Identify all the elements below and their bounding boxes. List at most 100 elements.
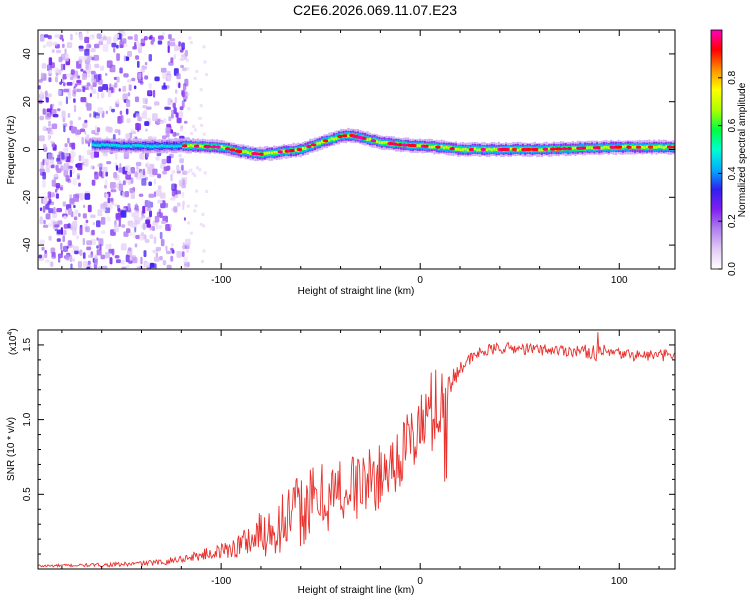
noise-cell <box>42 224 49 228</box>
noise-cell <box>138 72 142 80</box>
ridge-cell <box>115 144 118 147</box>
noise-cell <box>84 119 88 124</box>
noise-cell <box>99 170 103 177</box>
noise-cell <box>165 202 169 208</box>
noise-cell <box>142 205 146 214</box>
noise-cell <box>178 153 182 158</box>
y-tick-label: 0 <box>22 146 33 152</box>
ridge-cell <box>149 145 152 148</box>
noise-cell <box>114 129 119 134</box>
noise-cell <box>93 54 99 61</box>
noise-cell <box>196 166 199 170</box>
ridge-cell <box>607 146 610 150</box>
noise-cell <box>126 118 131 123</box>
noise-cell <box>115 259 121 264</box>
noise-cell <box>84 130 87 135</box>
noise-cell <box>181 251 185 257</box>
ridge-peak <box>595 146 602 150</box>
noise-cell <box>56 168 62 173</box>
ridge-cell <box>447 146 450 150</box>
colorbar: 0.0 0.2 0.4 0.6 0.8 <box>710 29 738 276</box>
noise-cell <box>59 34 64 40</box>
noise-cell <box>38 254 42 259</box>
ridge-peak <box>671 145 675 149</box>
noise-cell <box>50 261 53 267</box>
noise-cell <box>91 179 96 186</box>
noise-cell <box>63 63 66 71</box>
noise-cell <box>49 130 54 135</box>
noise-cell <box>66 73 72 78</box>
ridge-cell <box>347 134 350 138</box>
noise-cell <box>39 216 43 225</box>
ridge-cell <box>311 145 314 148</box>
noise-cell <box>96 127 101 133</box>
colorbar-tick-label: 0.0 <box>727 262 738 276</box>
noise-cell <box>52 114 59 118</box>
noise-cell <box>89 93 92 98</box>
noise-cell <box>67 223 71 229</box>
y-tick-label: 1.0 <box>22 412 33 426</box>
noise-cell <box>82 213 87 219</box>
ridge-cell <box>192 144 195 148</box>
ridge-cell <box>161 144 164 147</box>
noise-cell <box>125 108 129 115</box>
ridge-cell <box>173 145 176 148</box>
noise-cell <box>193 76 197 80</box>
ridge-cell <box>220 145 223 148</box>
noise-cell <box>127 203 131 211</box>
ridge-cell <box>294 148 297 152</box>
noise-cell <box>80 128 85 133</box>
noise-cell <box>47 93 52 98</box>
noise-cell <box>160 239 165 247</box>
noise-cell <box>74 212 78 217</box>
noise-cell <box>100 217 106 225</box>
noise-cell <box>171 183 177 191</box>
noise-cell <box>164 127 171 134</box>
ridge-cell <box>249 152 252 155</box>
noise-cell <box>73 151 76 157</box>
ridge-peak <box>435 145 442 149</box>
noise-cell <box>131 77 136 82</box>
ridge-cell <box>144 145 147 148</box>
ridge-cell <box>101 143 104 146</box>
noise-cell <box>183 83 187 91</box>
noise-cell <box>39 168 45 173</box>
noise-cell <box>129 188 134 193</box>
noise-cell <box>64 143 68 148</box>
noise-cell <box>78 59 83 65</box>
noise-cell <box>186 92 190 96</box>
ridge-peak <box>392 142 399 146</box>
noise-cell <box>178 111 184 118</box>
noise-cell <box>165 245 168 252</box>
noise-cell <box>72 80 75 84</box>
noise-cell <box>195 189 199 193</box>
noise-cell <box>90 84 94 90</box>
noise-cell <box>152 220 156 226</box>
ridge-cell <box>519 147 522 151</box>
noise-cell <box>190 131 193 135</box>
ridge-cell <box>631 146 634 149</box>
noise-cell <box>39 115 44 121</box>
ridge-cell <box>134 144 137 147</box>
noise-cell <box>193 128 197 132</box>
noise-cell <box>57 161 63 165</box>
noise-cell <box>176 46 182 51</box>
noise-cell <box>45 97 49 103</box>
noise-cell <box>182 170 188 175</box>
noise-cell <box>94 171 99 180</box>
noise-cell <box>126 228 131 233</box>
noise-cell <box>46 41 53 47</box>
ridge-peak <box>396 143 403 147</box>
noise-cell <box>203 171 207 175</box>
noise-cell <box>90 265 93 269</box>
noise-cell <box>104 207 111 214</box>
noise-cell <box>41 63 47 69</box>
ridge-peak <box>253 152 260 156</box>
x-tick-label: 100 <box>611 576 628 587</box>
noise-cell <box>40 34 45 42</box>
noise-cell <box>205 73 209 77</box>
noise-cell <box>154 76 160 82</box>
noise-cell <box>77 175 80 179</box>
ridge-peak <box>401 143 408 147</box>
x-tick-label: 100 <box>611 275 628 286</box>
